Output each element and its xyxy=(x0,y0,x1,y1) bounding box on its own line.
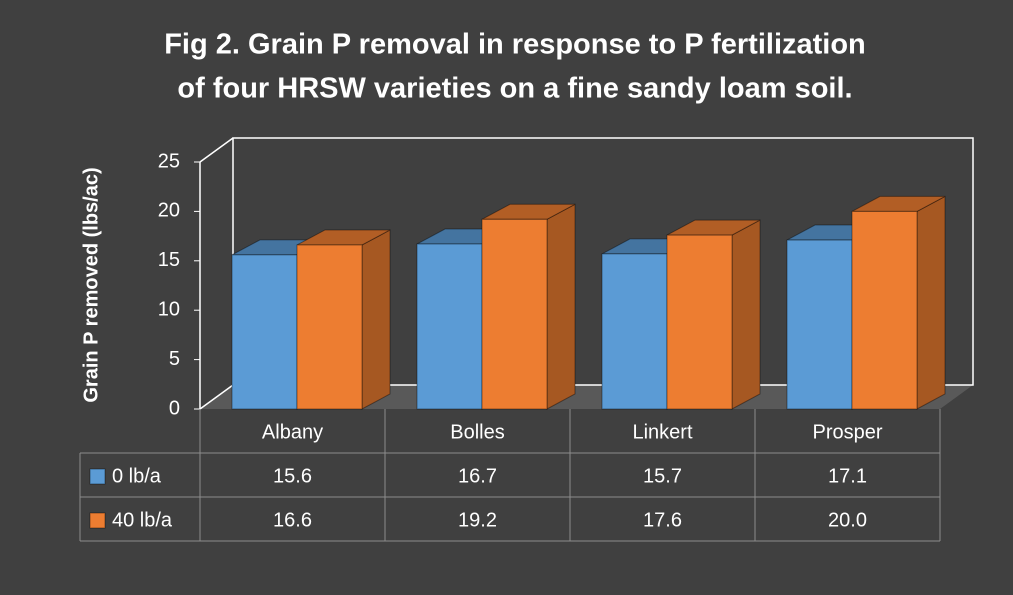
bar xyxy=(666,234,733,410)
legend-swatch xyxy=(89,512,106,529)
x-tick-label: Prosper xyxy=(812,421,882,443)
legend-swatch xyxy=(89,468,106,485)
bar-side xyxy=(731,219,761,410)
data-label: 20.0 xyxy=(828,509,867,531)
y-tick-label: 15 xyxy=(158,249,180,271)
bar xyxy=(481,218,548,410)
data-label: 19.2 xyxy=(458,509,497,531)
y-axis-label: Grain P removed (lbs/ac) xyxy=(80,167,102,402)
chart-title: Fig 2. Grain P removal in response to P … xyxy=(164,29,866,61)
bar-side xyxy=(916,195,946,410)
left-wall-edge xyxy=(199,137,234,163)
data-label: 17.6 xyxy=(643,509,682,531)
legend-label: 0 lb/a xyxy=(112,465,162,487)
bar xyxy=(296,244,363,410)
data-label: 15.6 xyxy=(273,465,312,487)
left-wall-edge xyxy=(199,384,234,410)
x-tick-label: Linkert xyxy=(632,421,692,443)
data-label: 16.7 xyxy=(458,465,497,487)
data-label: 17.1 xyxy=(828,465,867,487)
bar-side xyxy=(361,229,391,410)
bar-side xyxy=(546,203,576,410)
bar xyxy=(851,210,918,410)
y-tick-label: 25 xyxy=(158,150,180,172)
legend-label: 40 lb/a xyxy=(112,509,173,531)
data-label: 16.6 xyxy=(273,509,312,531)
chart-title: of four HRSW varieties on a fine sandy l… xyxy=(177,73,852,105)
x-tick-label: Bolles xyxy=(450,421,504,443)
floor xyxy=(200,385,973,409)
x-tick-label: Albany xyxy=(262,421,323,443)
bar xyxy=(416,243,483,410)
y-tick-label: 10 xyxy=(158,298,180,320)
y-tick-label: 20 xyxy=(158,200,180,222)
data-label: 15.7 xyxy=(643,465,682,487)
bar xyxy=(231,254,298,410)
bar xyxy=(601,253,668,410)
y-tick-label: 0 xyxy=(169,397,180,419)
bar xyxy=(786,239,853,410)
y-tick-label: 5 xyxy=(169,348,180,370)
